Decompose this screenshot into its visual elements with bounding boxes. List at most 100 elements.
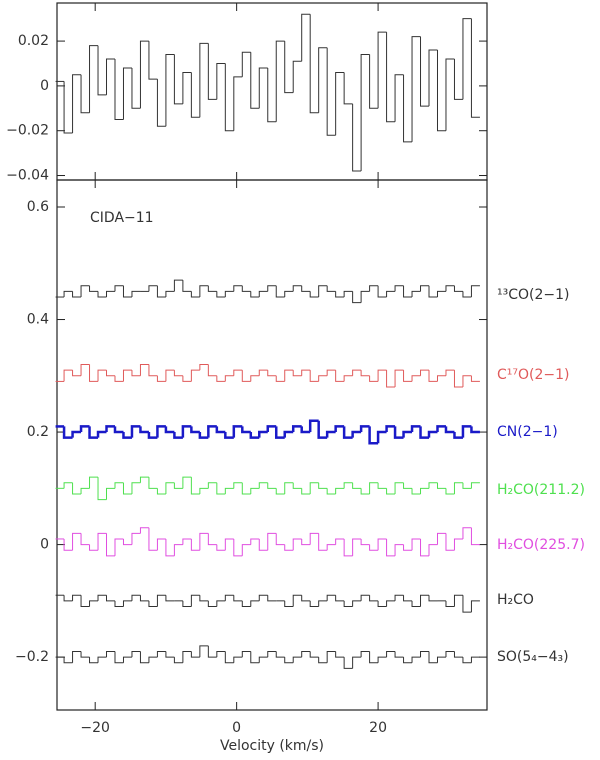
spectrum-channel (453, 370, 463, 388)
spectrum-channel (445, 488, 455, 495)
spectrum-channel (233, 369, 243, 376)
spectrum-channel (275, 533, 285, 546)
spectrum-channel (360, 54, 370, 172)
spectrum-channel (199, 645, 209, 658)
spectrum-channel (284, 369, 294, 382)
spectrum-channel (139, 364, 149, 376)
spectrum-channel (241, 600, 251, 607)
spectrum-channel (165, 482, 175, 494)
spectrum-channel (198, 432, 209, 439)
series-label: H₂CO (497, 592, 534, 608)
spectrum-channel (72, 482, 82, 495)
spectrum-channel (470, 18, 480, 118)
spectrum-channel (131, 532, 141, 545)
spectrum-channel (122, 285, 132, 298)
spectrum-channel (301, 369, 311, 376)
spectrum-channel (165, 54, 175, 127)
spectrum-channel (241, 370, 251, 382)
spectrum-channel (148, 600, 158, 607)
spectrum-channel (309, 482, 319, 494)
spectrum-channel (292, 285, 302, 292)
spectrum-channel (114, 600, 124, 607)
spectrum-channel (420, 285, 430, 292)
spectrum-channel (283, 430, 294, 438)
spectrum-channel (106, 290, 115, 298)
spectrum-channel (224, 594, 234, 601)
spectrum-channel (318, 375, 328, 382)
series-label: CN(2−1) (497, 424, 558, 440)
spectrum-channel (106, 650, 115, 658)
spectrum-channel (335, 651, 345, 658)
spectrum-channel (80, 364, 90, 376)
spectrum-channel (216, 600, 226, 607)
spectrum-channel (89, 544, 99, 551)
spectrum-channel (343, 375, 353, 382)
spectrum-channel (258, 369, 268, 376)
spectrum-channel (241, 544, 251, 556)
spectrum-channel (207, 645, 217, 658)
spectrum-channel (352, 369, 362, 376)
spectrum-channel (309, 532, 319, 545)
spectrum-channel (190, 477, 200, 495)
spectrum-channel (326, 369, 336, 376)
spectrum-channel (114, 651, 124, 664)
spectrum-channel (462, 657, 472, 664)
spectrum-channel (343, 72, 353, 105)
spectrum-channel (369, 651, 379, 664)
spectrum-channel (114, 482, 124, 489)
spectrum-channel (80, 595, 90, 607)
spectrum-channel (250, 291, 260, 298)
spectrum-channel (284, 482, 294, 494)
spectrum-channel (292, 594, 302, 607)
spectrum-channel (284, 41, 294, 94)
spectrum-channel (97, 45, 107, 96)
spectrum-channel (131, 594, 141, 601)
spectrum-channel (250, 52, 260, 109)
spectrum-channel (63, 538, 73, 551)
x-axis-label: Velocity (km/s) (220, 738, 324, 754)
spectrum-channel (164, 426, 175, 434)
spectrum-channel (292, 60, 302, 93)
spectrum-channel (470, 285, 480, 298)
spectrum-channel (216, 650, 226, 658)
spectrum-channel (462, 375, 472, 388)
spectrum-channel (292, 370, 302, 377)
spectrum-channel (173, 657, 183, 664)
spectrum-channel (436, 532, 446, 545)
series-label: C¹⁷O(2−1) (497, 367, 570, 383)
spectrum-channel (309, 291, 319, 298)
spectrum-channel (470, 375, 480, 382)
spectrum-channel (207, 482, 217, 489)
spectrum-channel (80, 651, 90, 658)
spectrum-channel (182, 476, 192, 489)
spectrum-channel (267, 532, 277, 551)
spectrum-channel (403, 544, 413, 551)
spectrum-channel (386, 32, 396, 123)
spectrum-channel (182, 71, 192, 104)
spectrum-channel (445, 58, 455, 131)
spectrum-channel (190, 72, 200, 118)
spectrum-channel (309, 600, 319, 607)
spectrum-channel (411, 656, 421, 663)
spectrum-channel (106, 487, 115, 500)
spectrum-channel (63, 482, 73, 489)
spectrum-channel (274, 426, 285, 439)
spectrum-channel (453, 482, 463, 494)
spectrum-channel (436, 425, 446, 433)
spectrum-channel (291, 425, 302, 433)
spectrum-channel (352, 538, 362, 556)
spectrum-channel (96, 430, 107, 438)
spectrum-channel (199, 285, 209, 298)
spectrum-channel (199, 487, 209, 494)
spectrum-channel (106, 533, 115, 557)
spectrum-channel (318, 533, 328, 551)
spectrum-channel (461, 425, 472, 438)
spectrum-channel (403, 370, 413, 382)
spectrum-channel (394, 74, 404, 122)
annotation: CIDA−11 (90, 210, 154, 226)
spectrum-channel (470, 600, 480, 613)
spectrum-channel (326, 544, 336, 551)
spectrum-channel (377, 369, 387, 382)
spectrum-channel (470, 482, 480, 489)
